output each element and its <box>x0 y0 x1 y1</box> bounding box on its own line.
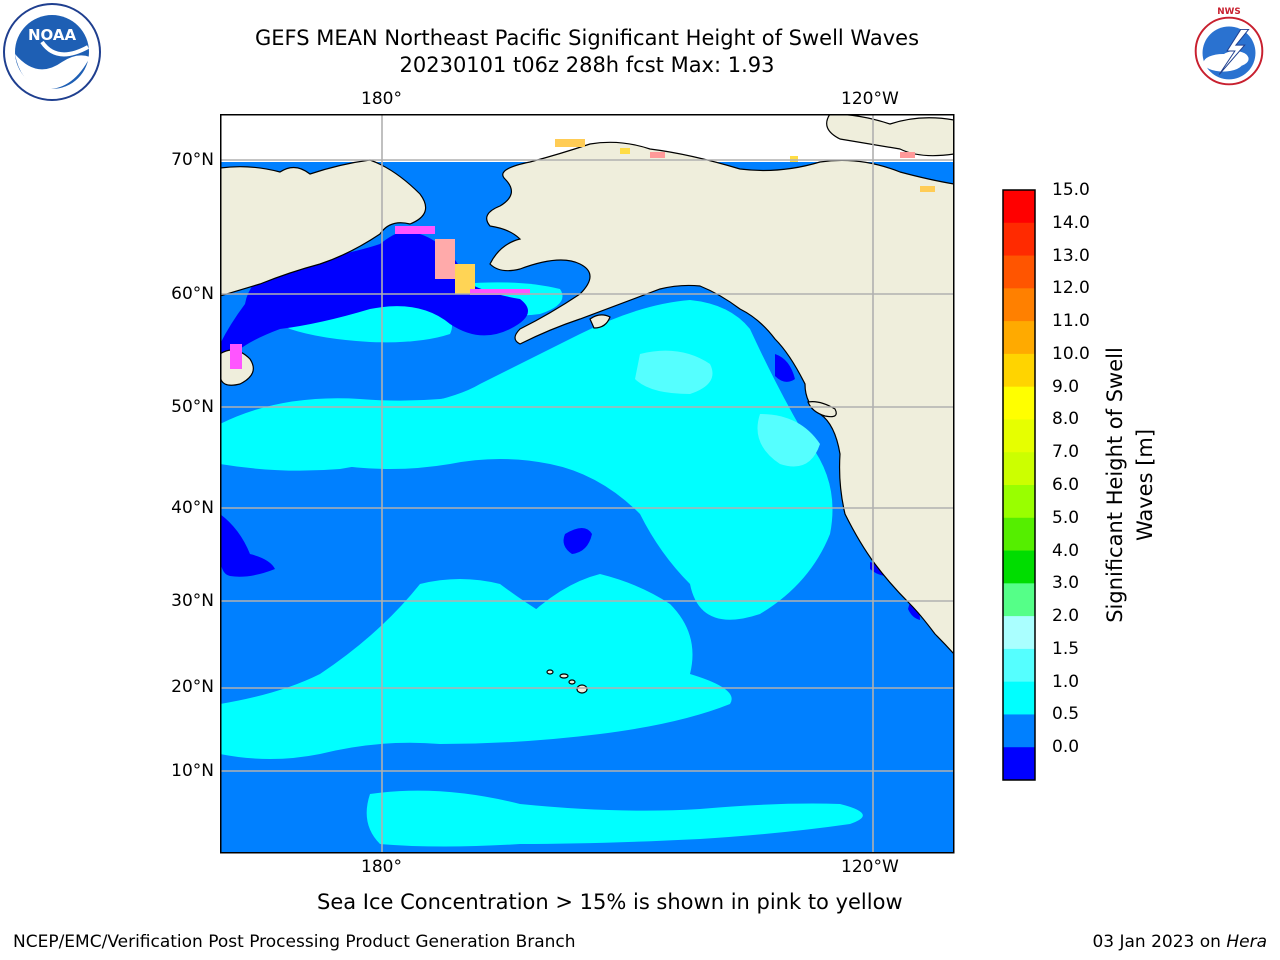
credit-text: NCEP/EMC/Verification Post Processing Pr… <box>13 932 576 952</box>
colorbar-segment <box>1003 353 1035 388</box>
colorbar-segment <box>1003 616 1035 650</box>
lon-label-top-180: 180° <box>361 89 402 109</box>
colorbar-segment <box>1003 681 1035 715</box>
lon-label-bottom-120w: 120°W <box>841 857 899 877</box>
swell-region-hawaii <box>520 574 693 714</box>
colorbar-tick-label: 10.0 <box>1052 343 1090 364</box>
swell-map <box>220 114 955 854</box>
hawaii-islands <box>546 669 588 694</box>
colorbar-segment <box>1003 386 1035 420</box>
colorbar-segment <box>1003 321 1035 355</box>
colorbar-tick-label: 2.0 <box>1052 606 1080 627</box>
colorbar-segment <box>1003 583 1035 617</box>
colorbar-tick-label: 0.5 <box>1052 704 1080 725</box>
colorbar-tick-label: 6.0 <box>1052 475 1080 495</box>
colorbar-tick-label: 12.0 <box>1052 278 1090 299</box>
map-title: GEFS MEAN Northeast Pacific Significant … <box>254 26 920 50</box>
sea-ice-caption: Sea Ice Concentration > 15% is shown in … <box>317 890 903 914</box>
swell-region-high <box>635 350 713 394</box>
sea-ice <box>230 139 935 369</box>
lon-label-bottom-180: 180° <box>361 857 402 877</box>
colorbar-tick-label: 14.0 <box>1052 212 1090 233</box>
colorbar-segment <box>1003 452 1035 486</box>
swell-region-equatorial <box>366 790 863 847</box>
map-subtitle: 20230101 t06z 288h fcst Max: 1.93 <box>399 53 775 77</box>
lat-label-10n: 10°N <box>171 761 214 781</box>
nws-logo-icon: NWS <box>1181 3 1277 99</box>
lat-label-60n: 60°N <box>171 284 214 304</box>
swell-region-tropical <box>220 579 732 759</box>
colorbar-segment <box>1003 747 1035 781</box>
colorbar-tick-label: 5.0 <box>1052 507 1080 528</box>
colorbar-segment <box>1003 255 1035 289</box>
colorbar-label: Significant Height of Swell Waves [m] <box>1100 347 1160 623</box>
colorbar-segment <box>1003 485 1035 519</box>
land-siberia <box>220 159 427 297</box>
colorbar-segment <box>1003 648 1035 683</box>
colorbar-label-line2: Waves [m] <box>1133 428 1157 542</box>
noaa-logo-text: NOAA <box>28 26 77 44</box>
colorbar-segment <box>1003 419 1035 453</box>
colorbar-tick-label: 3.0 <box>1052 573 1080 594</box>
colorbar-segment <box>1003 288 1035 322</box>
colorbar-label-line1: Significant Height of Swell <box>1103 347 1127 623</box>
date-value: 03 Jan 2023 on <box>1092 932 1227 952</box>
lon-label-top-120w: 120°W <box>841 89 899 109</box>
colorbar-tick-label: 11.0 <box>1052 311 1090 332</box>
colorbar-tick-label: 13.0 <box>1052 245 1090 266</box>
colorbar-segment <box>1003 222 1035 257</box>
colorbar-segment <box>1003 550 1035 584</box>
land-north-america <box>486 141 954 655</box>
colorbar-tick-label: 1.0 <box>1052 671 1080 692</box>
lat-label-70n: 70°N <box>171 150 214 170</box>
noaa-logo-icon: NOAA <box>3 3 101 101</box>
lat-label-30n: 30°N <box>171 591 214 611</box>
colorbar-tick-label: 1.5 <box>1052 638 1080 659</box>
colorbar-segment <box>1003 517 1035 552</box>
lat-label-50n: 50°N <box>171 397 214 417</box>
swell-region-band <box>220 394 487 471</box>
colorbar-segment <box>1003 190 1035 224</box>
lat-label-40n: 40°N <box>171 498 214 518</box>
colorbar-tick-label: 4.0 <box>1052 540 1080 561</box>
graticule <box>220 114 954 853</box>
colorbar <box>1002 189 1036 781</box>
colorbar-tick-label: 9.0 <box>1052 376 1080 397</box>
colorbar-segment <box>1003 714 1035 748</box>
colorbar-tick-label: 0.0 <box>1052 737 1080 758</box>
colorbar-tick-label: 7.0 <box>1052 442 1080 463</box>
date-text: 03 Jan 2023 on Hera <box>1092 932 1267 952</box>
lat-label-20n: 20°N <box>171 677 214 697</box>
colorbar-tick-label: 15.0 <box>1052 180 1090 200</box>
swell-region-west-coast <box>220 514 275 577</box>
machine-name: Hera <box>1226 932 1267 952</box>
colorbar-tick-label: 8.0 <box>1052 409 1080 430</box>
svg-text:NWS: NWS <box>1217 7 1240 17</box>
